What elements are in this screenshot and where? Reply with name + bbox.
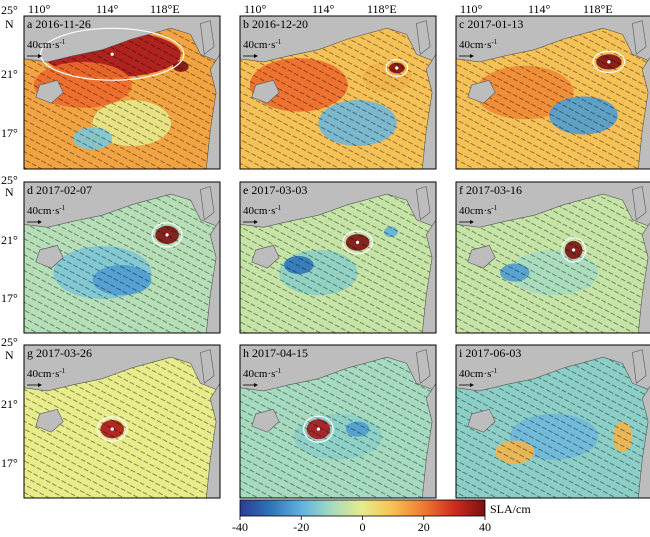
colorbar-tick-label: 40: [479, 520, 491, 532]
lat-label-21: 21°: [1, 397, 18, 411]
colorbar-tick-label: 0: [360, 520, 366, 532]
eddy-center: [317, 428, 320, 431]
panel-label: a 2016-11-26: [27, 17, 91, 31]
eddy-center: [111, 53, 114, 56]
lat-label-n: N: [5, 185, 14, 199]
eddy-center: [572, 248, 575, 251]
lat-label-17: 17°: [1, 291, 18, 305]
lat-label-21: 21°: [1, 67, 18, 81]
colorbar-tick-label: -20: [293, 520, 309, 532]
lon-label-114: 114°: [96, 2, 119, 16]
lon-label-110: 110°: [244, 2, 267, 16]
lon-label-110: 110°: [460, 2, 483, 16]
map-panel-g: g 2017-03-26 40cm·s-1: [24, 345, 220, 498]
colorbar: SLA/cm -40 -20 0 20 40: [232, 500, 531, 532]
colorbar-ticks: -40 -20 0 20 40: [232, 516, 491, 532]
panel-label: i 2017-06-03: [459, 346, 521, 360]
lat-label-n: N: [5, 17, 14, 31]
panel-label: g 2017-03-26: [27, 346, 92, 360]
latitude-labels: 25° N 21° 17° 25° N 21° 17° 25° N 21° 17…: [1, 3, 18, 470]
top-longitude-labels: 110° 114° 118°E 110° 114° 118°E 110° 114…: [28, 2, 613, 16]
colorbar-tick-label: -40: [232, 520, 248, 532]
map-panel-f: f 2017-03-16 40cm·s-1: [456, 182, 650, 333]
lon-label-114: 114°: [528, 2, 551, 16]
panel-label: h 2017-04-15: [243, 346, 308, 360]
map-panels: a 2016-11-26 40cm·s-1 b 2016-12-20 40cm·s-1…: [24, 16, 650, 498]
lat-label-25: 25°: [1, 3, 18, 17]
eddy-center: [607, 60, 610, 63]
eddy-center: [111, 428, 114, 431]
map-panel-h: h 2017-04-15 40cm·s-1: [240, 345, 436, 498]
lat-label-n: N: [5, 348, 14, 362]
map-panel-c: c 2017-01-13 40cm·s-1: [456, 16, 650, 169]
eddy-center: [356, 241, 359, 244]
map-panel-d: d 2017-02-07 40cm·s-1: [24, 182, 220, 333]
colorbar-ramp: [240, 500, 485, 516]
colorbar-tick-label: 20: [418, 520, 430, 532]
panel-label: b 2016-12-20: [243, 17, 308, 31]
eddy-center: [165, 233, 168, 236]
map-panel-e: e 2017-03-03 40cm·s-1: [240, 182, 436, 333]
lon-label-118: 118°E: [367, 2, 397, 16]
panel-label: d 2017-02-07: [27, 183, 92, 197]
panel-label: e 2017-03-03: [243, 183, 307, 197]
panel-label: f 2017-03-16: [459, 183, 522, 197]
lat-label-17: 17°: [1, 456, 18, 470]
lon-label-114: 114°: [312, 2, 335, 16]
colorbar-title: SLA/cm: [490, 502, 531, 516]
lon-label-118: 118°E: [583, 2, 613, 16]
lat-label-25: 25°: [1, 335, 18, 349]
map-panel-a: a 2016-11-26 40cm·s-1: [24, 16, 220, 169]
panel-label: c 2017-01-13: [459, 17, 523, 31]
lon-label-110: 110°: [28, 2, 51, 16]
lat-label-21: 21°: [1, 233, 18, 247]
lat-label-17: 17°: [1, 126, 18, 140]
lon-label-118: 118°E: [150, 2, 180, 16]
map-panel-i: i 2017-06-03 40cm·s-1: [456, 345, 650, 498]
eddy-center: [395, 66, 398, 69]
map-panel-b: b 2016-12-2040cm·s-1: [240, 16, 436, 169]
